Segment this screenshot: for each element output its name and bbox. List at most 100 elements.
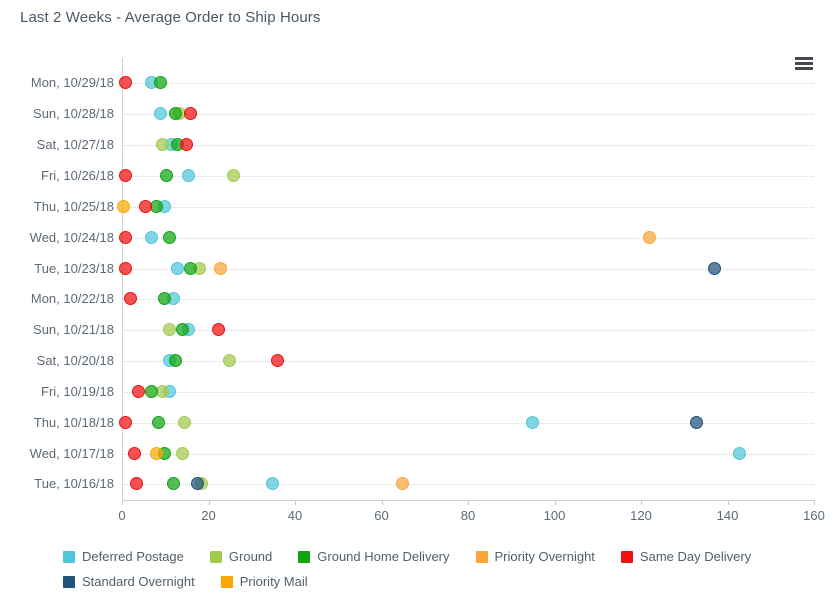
gridline (122, 237, 814, 239)
data-point[interactable] (151, 415, 165, 429)
legend-swatch (298, 550, 311, 563)
x-axis-label: 60 (374, 507, 389, 523)
data-point[interactable] (223, 354, 237, 368)
x-axis-tick (814, 499, 815, 505)
legend-item-priority-mail[interactable]: Priority Mail (220, 574, 308, 589)
chart-menu-icon[interactable] (795, 57, 813, 72)
data-point[interactable] (160, 168, 174, 182)
y-axis-label: Mon, 10/29/18 (30, 75, 114, 91)
data-point[interactable] (212, 323, 226, 337)
data-point[interactable] (169, 107, 183, 121)
gridline (122, 175, 814, 177)
gridline (122, 145, 814, 147)
data-point[interactable] (266, 477, 280, 491)
legend-item-ground[interactable]: Ground (209, 549, 273, 564)
legend-label: Priority Overnight (494, 549, 595, 564)
gridline (122, 299, 814, 301)
data-point[interactable] (119, 261, 133, 275)
data-point[interactable] (145, 384, 159, 398)
data-point[interactable] (119, 76, 133, 90)
data-point[interactable] (642, 230, 656, 244)
data-point[interactable] (123, 292, 137, 306)
data-point[interactable] (184, 107, 198, 121)
data-point[interactable] (733, 446, 747, 460)
x-axis-tick (208, 499, 210, 505)
y-axis-label: Sun, 10/28/18 (33, 106, 114, 122)
data-point[interactable] (117, 199, 131, 213)
hamburger-bar (795, 67, 813, 70)
gridline (122, 484, 814, 486)
y-axis-label: Sat, 10/20/18 (36, 353, 114, 369)
data-point[interactable] (227, 168, 241, 182)
y-axis-label: Wed, 10/24/18 (29, 229, 114, 245)
data-point[interactable] (690, 415, 704, 429)
data-point[interactable] (190, 477, 204, 491)
data-point[interactable] (130, 477, 144, 491)
legend-item-standard-overnight[interactable]: Standard Overnight (63, 574, 195, 589)
legend-item-priority-overnight[interactable]: Priority Overnight (475, 549, 595, 564)
legend-item-ground-home-delivery[interactable]: Ground Home Delivery (298, 549, 450, 564)
y-axis-label: Fri, 10/19/18 (41, 383, 114, 399)
hamburger-bar (795, 57, 813, 60)
chart-legend: Deferred Postage Ground Ground Home Delive… (63, 549, 787, 589)
legend-swatch (63, 550, 75, 563)
data-point[interactable] (119, 415, 133, 429)
x-axis-tick (381, 499, 383, 505)
gridline (122, 453, 814, 455)
data-point[interactable] (182, 168, 196, 182)
x-axis-label: 20 (201, 507, 216, 523)
data-point[interactable] (156, 138, 170, 152)
legend-swatch (209, 550, 222, 563)
data-point[interactable] (162, 230, 176, 244)
x-axis-label: 140 (716, 507, 739, 523)
y-axis-label: Thu, 10/18/18 (33, 414, 114, 430)
data-point[interactable] (175, 446, 189, 460)
data-point[interactable] (162, 323, 176, 337)
data-point[interactable] (119, 230, 133, 244)
legend-label: Priority Mail (239, 574, 308, 589)
legend-item-deferred-postage[interactable]: Deferred Postage (63, 549, 184, 564)
data-point[interactable] (132, 384, 146, 398)
data-point[interactable] (138, 199, 152, 213)
data-point[interactable] (169, 354, 183, 368)
legend-swatch (63, 575, 75, 588)
data-point[interactable] (156, 384, 170, 398)
gridline (122, 361, 814, 363)
x-axis-tick (295, 499, 296, 505)
data-point[interactable] (214, 261, 228, 275)
y-axis-label: Mon, 10/22/18 (30, 291, 114, 307)
data-point[interactable] (184, 261, 198, 275)
data-point[interactable] (153, 76, 167, 90)
y-axis-label: Tue, 10/23/18 (34, 260, 114, 276)
data-point[interactable] (525, 415, 539, 429)
data-point[interactable] (119, 168, 133, 182)
data-point[interactable] (149, 446, 163, 460)
x-axis-label: 100 (543, 507, 566, 523)
data-point[interactable] (127, 446, 141, 460)
data-point[interactable] (158, 292, 172, 306)
y-axis-label: Fri, 10/26/18 (41, 167, 114, 183)
data-point[interactable] (179, 138, 193, 152)
legend-item-same-day-delivery[interactable]: Same Day Delivery (620, 549, 752, 564)
legend-label: Deferred Postage (82, 549, 184, 564)
chart-title: Last 2 Weeks - Average Order to Ship Hou… (20, 9, 321, 26)
legend-label: Same Day Delivery (639, 549, 752, 564)
data-point[interactable] (175, 323, 189, 337)
data-point[interactable] (166, 477, 180, 491)
data-point[interactable] (145, 230, 159, 244)
data-point[interactable] (153, 107, 167, 121)
x-axis-label: 160 (803, 507, 825, 523)
data-point[interactable] (177, 415, 191, 429)
x-axis-tick (468, 499, 469, 505)
x-axis-tick (122, 499, 123, 505)
gridline (122, 206, 814, 208)
data-point[interactable] (270, 354, 284, 368)
y-axis-label: Wed, 10/17/18 (29, 445, 114, 461)
data-point[interactable] (171, 261, 185, 275)
legend-label: Ground (228, 549, 273, 564)
data-point[interactable] (707, 261, 721, 275)
legend-label: Standard Overnight (82, 574, 195, 589)
x-axis-tick (727, 499, 729, 505)
data-point[interactable] (396, 477, 410, 491)
